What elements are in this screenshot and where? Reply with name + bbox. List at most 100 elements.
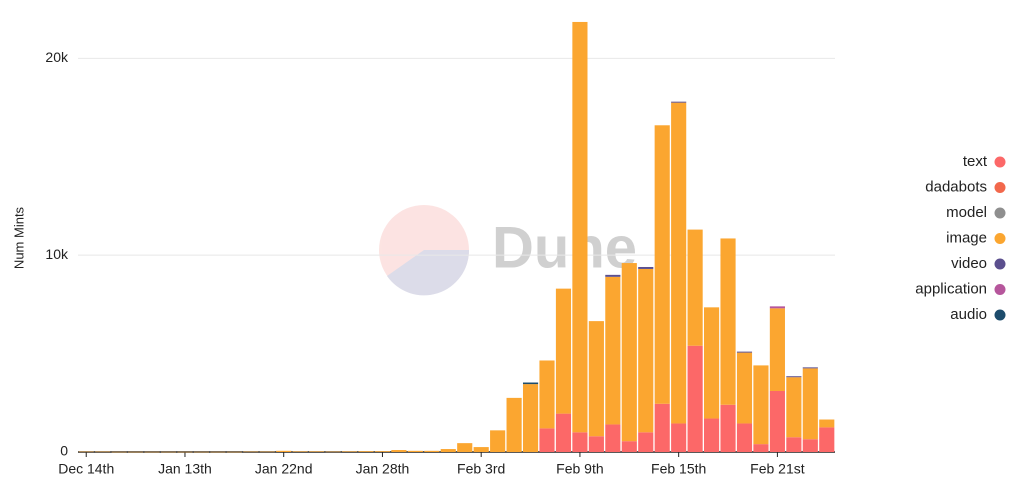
bar-segment	[802, 439, 818, 452]
y-axis-label: Num Mints	[11, 206, 26, 269]
bar-segment	[440, 449, 456, 452]
bar-segment	[473, 447, 489, 452]
bar-segment	[753, 365, 769, 445]
bar-segment	[358, 451, 374, 452]
legend-marker	[994, 156, 1006, 168]
bar-segment	[572, 432, 588, 452]
bar-segment	[671, 102, 687, 424]
bar-segment	[292, 451, 308, 452]
legend-label: image	[946, 229, 987, 246]
bar-segment	[111, 451, 127, 453]
bar-segment	[243, 451, 259, 453]
x-tick-label: Feb 3rd	[457, 461, 505, 477]
bar-segment	[226, 451, 242, 453]
bar-segment	[309, 451, 325, 452]
bar-segment	[407, 450, 423, 452]
bar-segment	[210, 451, 226, 453]
legend-label: model	[946, 204, 987, 221]
x-tick-label: Feb 15th	[651, 461, 706, 477]
x-tick-label: Dec 14th	[58, 461, 114, 477]
x-tick-label: Jan 13th	[158, 461, 212, 477]
bar-segment	[704, 418, 720, 452]
bar-segment	[720, 404, 736, 452]
bar-segment	[128, 451, 144, 453]
bar-segment	[177, 451, 193, 453]
bar-segment	[819, 419, 835, 428]
bar-segment	[522, 382, 539, 385]
watermark-logo	[379, 205, 470, 296]
bar-segment	[424, 450, 440, 452]
bar-segment	[539, 360, 555, 429]
bar-segment	[621, 441, 637, 452]
legend-label: application	[915, 280, 987, 297]
bar-segment	[687, 345, 703, 452]
bar-segment	[621, 263, 637, 442]
legend-marker	[994, 258, 1006, 270]
bar-segment	[736, 351, 753, 353]
watermark: Dune	[492, 215, 637, 280]
y-tick-label: 20k	[45, 49, 69, 65]
bar-segment	[276, 450, 292, 452]
bar-segment	[654, 125, 670, 404]
bar-segment	[786, 377, 802, 438]
x-tick-label: Feb 21st	[750, 461, 805, 477]
bar-segment	[671, 101, 687, 103]
bar-segment	[457, 443, 473, 452]
bar-segment	[638, 266, 654, 269]
bar-segment	[325, 451, 341, 453]
bar-segment	[769, 308, 785, 391]
legend-marker	[994, 233, 1006, 244]
legend-label: audio	[950, 306, 987, 323]
legend-marker	[994, 207, 1006, 219]
bar-segment	[490, 430, 506, 452]
bar-segment	[704, 307, 720, 419]
y-tick-label: 10k	[45, 246, 69, 262]
bar-segment	[736, 423, 753, 452]
bar-segment	[769, 306, 785, 309]
legend-label: dadabots	[925, 178, 987, 195]
bar-segment	[638, 268, 654, 433]
bar-segment	[638, 432, 654, 452]
bar-segment	[605, 424, 621, 452]
bar-segment	[144, 451, 160, 453]
bar-segment	[588, 321, 604, 437]
bar-segment	[769, 390, 785, 452]
bar-segment	[753, 444, 769, 452]
x-tick-label: Jan 28th	[356, 461, 410, 477]
bar-segment	[193, 451, 209, 453]
bar-segment	[654, 403, 670, 452]
bar-segment	[819, 427, 835, 452]
bar-segment	[160, 451, 177, 453]
bar-segment	[555, 288, 572, 414]
bar-segment	[687, 229, 703, 346]
bar-segment	[736, 352, 753, 424]
x-tick-label: Jan 22nd	[255, 461, 313, 477]
bar-segment	[786, 437, 802, 452]
y-tick-label: 0	[60, 443, 68, 459]
bar-segment	[572, 21, 588, 433]
bar-segment	[588, 436, 604, 452]
x-tick-label: Feb 9th	[556, 461, 603, 477]
legend-marker	[994, 284, 1006, 295]
bar-segment	[786, 376, 802, 378]
bar-segment	[391, 450, 407, 452]
bar-segment	[374, 451, 391, 452]
bar-segment	[95, 451, 111, 453]
bar-segment	[522, 384, 539, 452]
legend-marker	[994, 309, 1006, 321]
legend-label: text	[963, 153, 988, 170]
legend-label: video	[951, 255, 987, 272]
bar-segment	[555, 413, 572, 452]
bar-segment	[605, 274, 621, 277]
bar-segment	[605, 276, 621, 425]
bar-segment	[259, 451, 275, 453]
bar-segment	[802, 367, 818, 369]
bar-segment	[539, 428, 555, 452]
bar-segment	[802, 368, 818, 440]
legend-marker	[994, 182, 1006, 193]
bar-segment	[78, 451, 94, 453]
bar-segment	[506, 397, 522, 452]
bar-segment	[671, 423, 687, 452]
bar-segment	[341, 451, 358, 452]
